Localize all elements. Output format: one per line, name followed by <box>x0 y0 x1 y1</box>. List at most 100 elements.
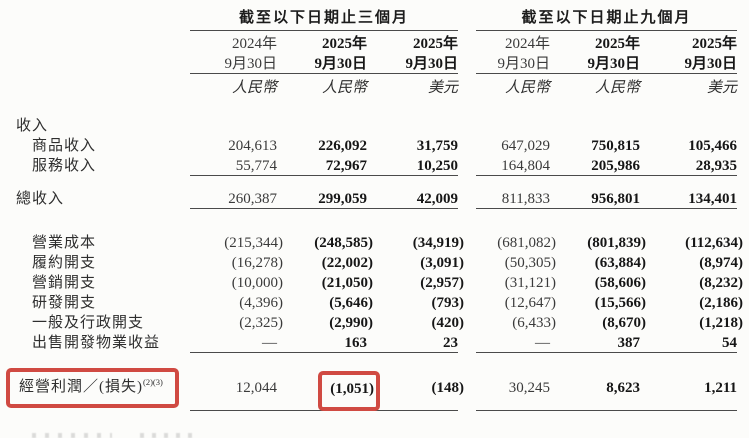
value-cell: (2,186) <box>640 293 743 313</box>
group-title-nine-months: 截至以下日期止九個月 <box>476 6 737 31</box>
col-year: 2024年 <box>231 36 277 52</box>
row-label-text: 出售開發物業收益 <box>32 335 160 351</box>
row-label: 營業成本 <box>0 233 190 253</box>
value-cell: (1,218) <box>640 313 743 333</box>
group-gap <box>458 253 476 273</box>
value-cell: 28,935 <box>640 156 737 176</box>
value-cell <box>550 116 640 136</box>
row-label-text: 履約開支 <box>32 255 96 271</box>
value-cell: (3,091) <box>367 253 464 273</box>
value-text: (2,186) <box>699 295 743 311</box>
value-cell: — <box>476 333 550 353</box>
value-text: (420) <box>431 315 465 331</box>
value-text: 1,211 <box>704 379 737 396</box>
group-gap <box>458 156 476 176</box>
value-cell: (248,585) <box>277 233 373 253</box>
value-cell: 134,401 <box>640 189 737 209</box>
value-text: (8,232) <box>699 275 743 291</box>
value-text: 387 <box>617 335 641 351</box>
value-text: (3,091) <box>420 255 464 271</box>
row-label-text: 收入 <box>16 118 48 134</box>
row-label-text: 商品收入 <box>32 138 96 154</box>
value-cell: (8,232) <box>640 273 743 293</box>
group-gap <box>458 116 476 136</box>
value-cell: 1,211 <box>640 365 737 411</box>
value-text: (21,050) <box>321 275 373 291</box>
highlight-box-value: (1,051) <box>318 370 380 411</box>
value-cell: (2,325) <box>190 313 283 333</box>
value-cell: (420) <box>367 313 465 333</box>
value-text: (5,646) <box>329 295 373 311</box>
col-date: 9月30日 <box>277 54 367 74</box>
value-text: 260,387 <box>228 191 277 207</box>
row-label-text: 研發開支 <box>32 295 97 311</box>
value-text: (1,218) <box>699 315 743 331</box>
value-text: 226,092 <box>318 138 367 154</box>
table-row: 出售開發物業收益 — 163 23 — 387 54 <box>0 333 749 353</box>
value-cell: (58,606) <box>550 273 646 293</box>
value-text: 299,059 <box>318 191 367 207</box>
value-cell <box>367 116 458 136</box>
value-cell: 226,092 <box>277 136 367 156</box>
row-label-text: 營業成本 <box>32 235 96 251</box>
value-cell: 164,804 <box>476 156 550 176</box>
row-label: 服務收入 <box>0 156 190 176</box>
value-cell: (8,974) <box>640 253 743 273</box>
value-cell: (793) <box>367 293 465 313</box>
cropped-next-row-fragment <box>140 433 200 438</box>
value-cell: 260,387 <box>190 189 277 209</box>
value-text: (2,325) <box>239 315 283 331</box>
value-text: 134,401 <box>688 191 737 207</box>
value-cell <box>277 116 367 136</box>
value-text: 750,815 <box>591 138 640 154</box>
value-cell: 42,009 <box>367 189 458 209</box>
value-text: 30,245 <box>508 379 550 396</box>
value-cell: (63,884) <box>550 253 646 273</box>
group-gap <box>458 136 476 156</box>
value-cell: 387 <box>550 333 640 353</box>
value-text: — <box>535 335 550 351</box>
row-label-text: 營業成本 <box>32 235 97 251</box>
row-label-text: 商品收入 <box>32 138 97 154</box>
col-year: 2024年 <box>504 36 550 52</box>
value-text: (12,647) <box>504 295 556 311</box>
value-cell: (2,990) <box>277 313 373 333</box>
value-text: (2,957) <box>420 275 464 291</box>
value-text: 647,029 <box>501 138 550 154</box>
value-text: (16,278) <box>231 255 283 271</box>
value-text: (248,585) <box>314 235 373 251</box>
value-cell: 750,815 <box>550 136 640 156</box>
header-empty-corner <box>0 6 190 31</box>
value-text: — <box>262 335 277 351</box>
group-gap <box>458 6 476 31</box>
value-cell <box>476 116 550 136</box>
table-row: 一般及行政開支 (2,325) (2,990) (420) (6,433) (8,670)… <box>0 313 749 333</box>
col-year: 2025年 <box>691 36 737 52</box>
value-cell: 956,801 <box>550 189 640 209</box>
header-date-row: 9月30日 9月30日 9月30日 9月30日 9月30日 9月30日 <box>0 54 749 74</box>
row-label-text: 營銷開支 <box>32 275 96 291</box>
value-cell: 23 <box>367 333 458 353</box>
value-text: (681,082) <box>497 235 556 251</box>
value-text: 12,044 <box>235 379 277 396</box>
value-text: 204,613 <box>228 138 277 154</box>
value-text: 8,623 <box>606 379 640 396</box>
value-cell: 31,759 <box>367 136 458 156</box>
value-text: (34,919) <box>412 235 464 251</box>
value-cell: (8,670) <box>550 313 646 333</box>
col-date: 9月30日 <box>367 54 458 74</box>
group-gap <box>458 293 476 313</box>
group-gap <box>458 273 476 293</box>
value-text: 10,250 <box>416 158 458 174</box>
value-cell: (22,002) <box>277 253 373 273</box>
table-row: 營銷開支 (10,000) (21,050) (2,957) (31,121) (58,6… <box>0 273 749 293</box>
value-cell: — <box>190 333 277 353</box>
row-label-text: 履約開支 <box>32 255 97 271</box>
table-body: 收入商品收入 204,613 226,092 31,759 647,029 750,815… <box>0 116 749 411</box>
value-cell: (112,634) <box>640 233 743 253</box>
value-cell: 8,623 <box>550 365 640 411</box>
value-cell: 205,986 <box>550 156 640 176</box>
value-cell: 72,967 <box>277 156 367 176</box>
value-cell: 12,044 <box>190 365 277 411</box>
value-cell: (31,121) <box>476 273 556 293</box>
